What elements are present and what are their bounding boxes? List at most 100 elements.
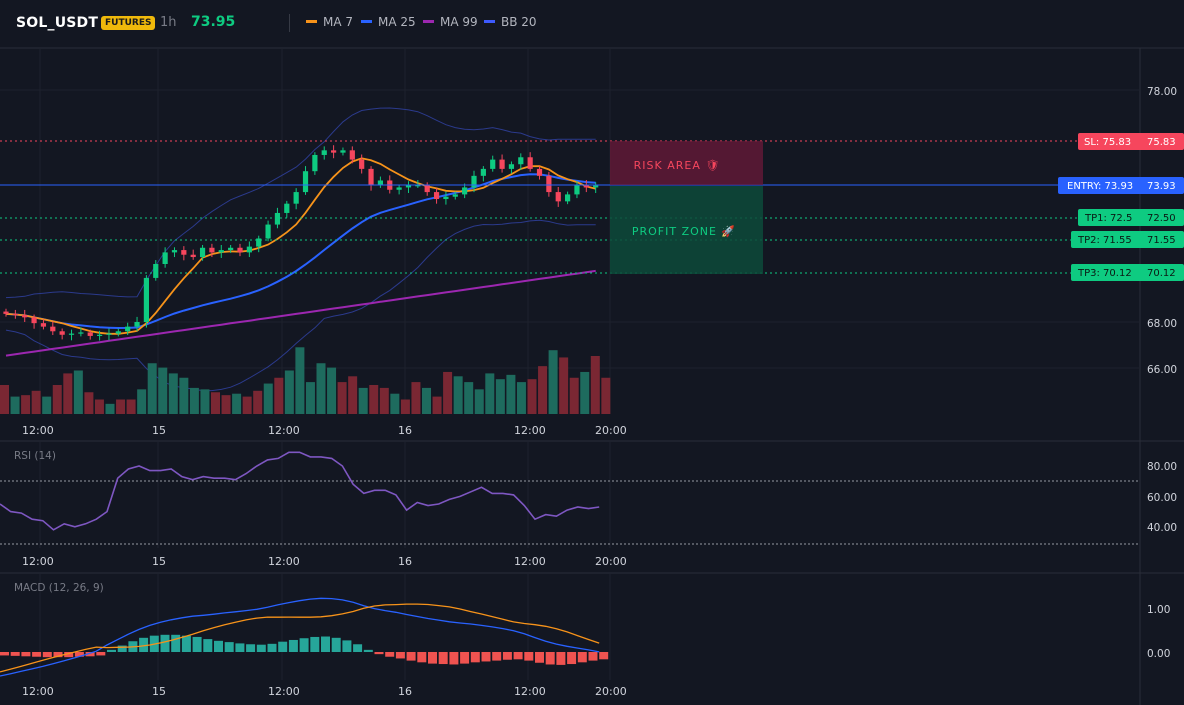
timeframe-selector[interactable]: 1h [160,15,177,30]
candle-body [22,315,28,318]
candle-body [508,164,515,169]
macd-hist-bar [117,645,127,652]
macd-hist-bar [160,634,170,652]
header-divider [289,14,290,32]
candle-body [190,254,196,258]
ma7-line [5,157,596,335]
time-label: 16 [398,424,412,437]
macd-panel[interactable]: MACD (12, 26, 9) 1.00 0.00 [0,582,1170,677]
legend-bb20[interactable]: BB 20 [484,15,537,29]
price-axis[interactable]: 78.00 68.00 66.00 [1147,86,1177,376]
rsi-title: RSI (14) [14,450,56,462]
candle-body [115,331,121,334]
volume-bar [158,367,168,414]
volume-bar [580,371,590,414]
volume-bar [601,377,611,414]
candle-body [555,192,561,202]
candle-body [256,238,262,247]
macd-hist-bar [299,638,309,652]
candle-body [415,185,421,187]
volume-bar [548,350,558,414]
candle-body [218,250,224,253]
ma99-line [5,269,596,357]
macd-hist-bar [513,652,523,660]
legend-bb20-label: BB 20 [501,15,537,29]
volume-bar [94,399,104,414]
bb20-swatch [484,20,495,23]
legend-ma25-label: MA 25 [378,15,416,29]
macd-hist-bar [535,652,544,663]
macd-hist-bar [545,652,555,665]
legend-ma99-label: MA 99 [440,15,478,29]
time-label: 12:00 [514,424,546,437]
volume-bar [305,382,315,414]
volume-bar [422,387,431,414]
volume-bar [506,374,516,414]
candle-body [3,311,9,314]
chart-header: SOL_USDT FUTURES 1h 73.95 MA 7 MA 25 MA … [0,0,1184,46]
candle-body [106,333,112,335]
macd-line [0,597,600,677]
volume-bar [147,363,157,414]
macd-hist-bar [321,636,330,652]
entry-value: 73.93 [1147,181,1176,192]
volume-bar [284,370,294,414]
candle-body [583,185,589,188]
volume-bar [474,389,484,414]
bb-lower-line [5,219,596,392]
legend-ma25[interactable]: MA 25 [361,15,416,29]
volume-bar [126,399,136,414]
volume-bar [31,390,41,414]
volume-bar [400,399,410,414]
risk-area-zone[interactable]: RISK AREA 🛡 [610,141,763,185]
candle-body [340,150,346,153]
entry-label: ENTRY: 73.93 [1067,181,1133,192]
candle-body [471,175,477,188]
macd-hist-bar [470,652,480,663]
ma25-swatch [361,20,372,23]
macd-hist-bar [288,639,298,652]
candle-body [480,168,486,176]
macd-hist-bar [32,652,42,657]
volume-bar [390,393,400,414]
volume-bar [443,371,453,414]
candle-body [565,194,571,202]
candle-body [574,185,580,195]
candle-body [293,192,299,204]
time-label: 15 [152,555,166,568]
macd-hist-bar [395,652,405,659]
candle-body [462,187,468,195]
volume-bar [42,396,52,414]
macd-hist-bar [428,652,437,664]
volume-bar [200,389,210,414]
sl-value: 75.83 [1147,137,1176,148]
volume-bar [242,396,252,414]
candle-body [265,224,271,239]
volume-bar [316,363,326,414]
volume-bar [10,396,20,414]
candle-body [87,332,93,336]
legend-ma7-label: MA 7 [323,15,354,29]
profit-zone[interactable]: PROFIT ZONE 🚀 [610,186,763,274]
volume-bar [63,373,73,414]
rsi-line [0,451,600,531]
time-axis-rsi: 12:00 15 12:00 16 12:00 20:00 [22,555,627,568]
candle-body [359,159,365,169]
macd-hist-bar [235,643,245,652]
volume-bar [263,383,273,414]
symbol-name[interactable]: SOL_USDT [16,15,99,31]
macd-hist-bar [42,652,52,658]
macd-hist-bar [139,637,149,652]
volume-bar [73,370,83,414]
rsi-panel[interactable]: RSI (14) 80.00 60.00 40.00 [0,450,1177,545]
legend-ma7[interactable]: MA 7 [306,15,353,29]
candlesticks [3,145,599,341]
sl-label: SL: 75.83 [1084,137,1131,148]
candle-body [125,326,131,332]
volume-bar [432,396,442,414]
legend-ma99[interactable]: MA 99 [423,15,478,29]
macd-hist-bar [353,644,363,652]
candle-body [97,334,103,336]
volume-bar [464,382,474,414]
